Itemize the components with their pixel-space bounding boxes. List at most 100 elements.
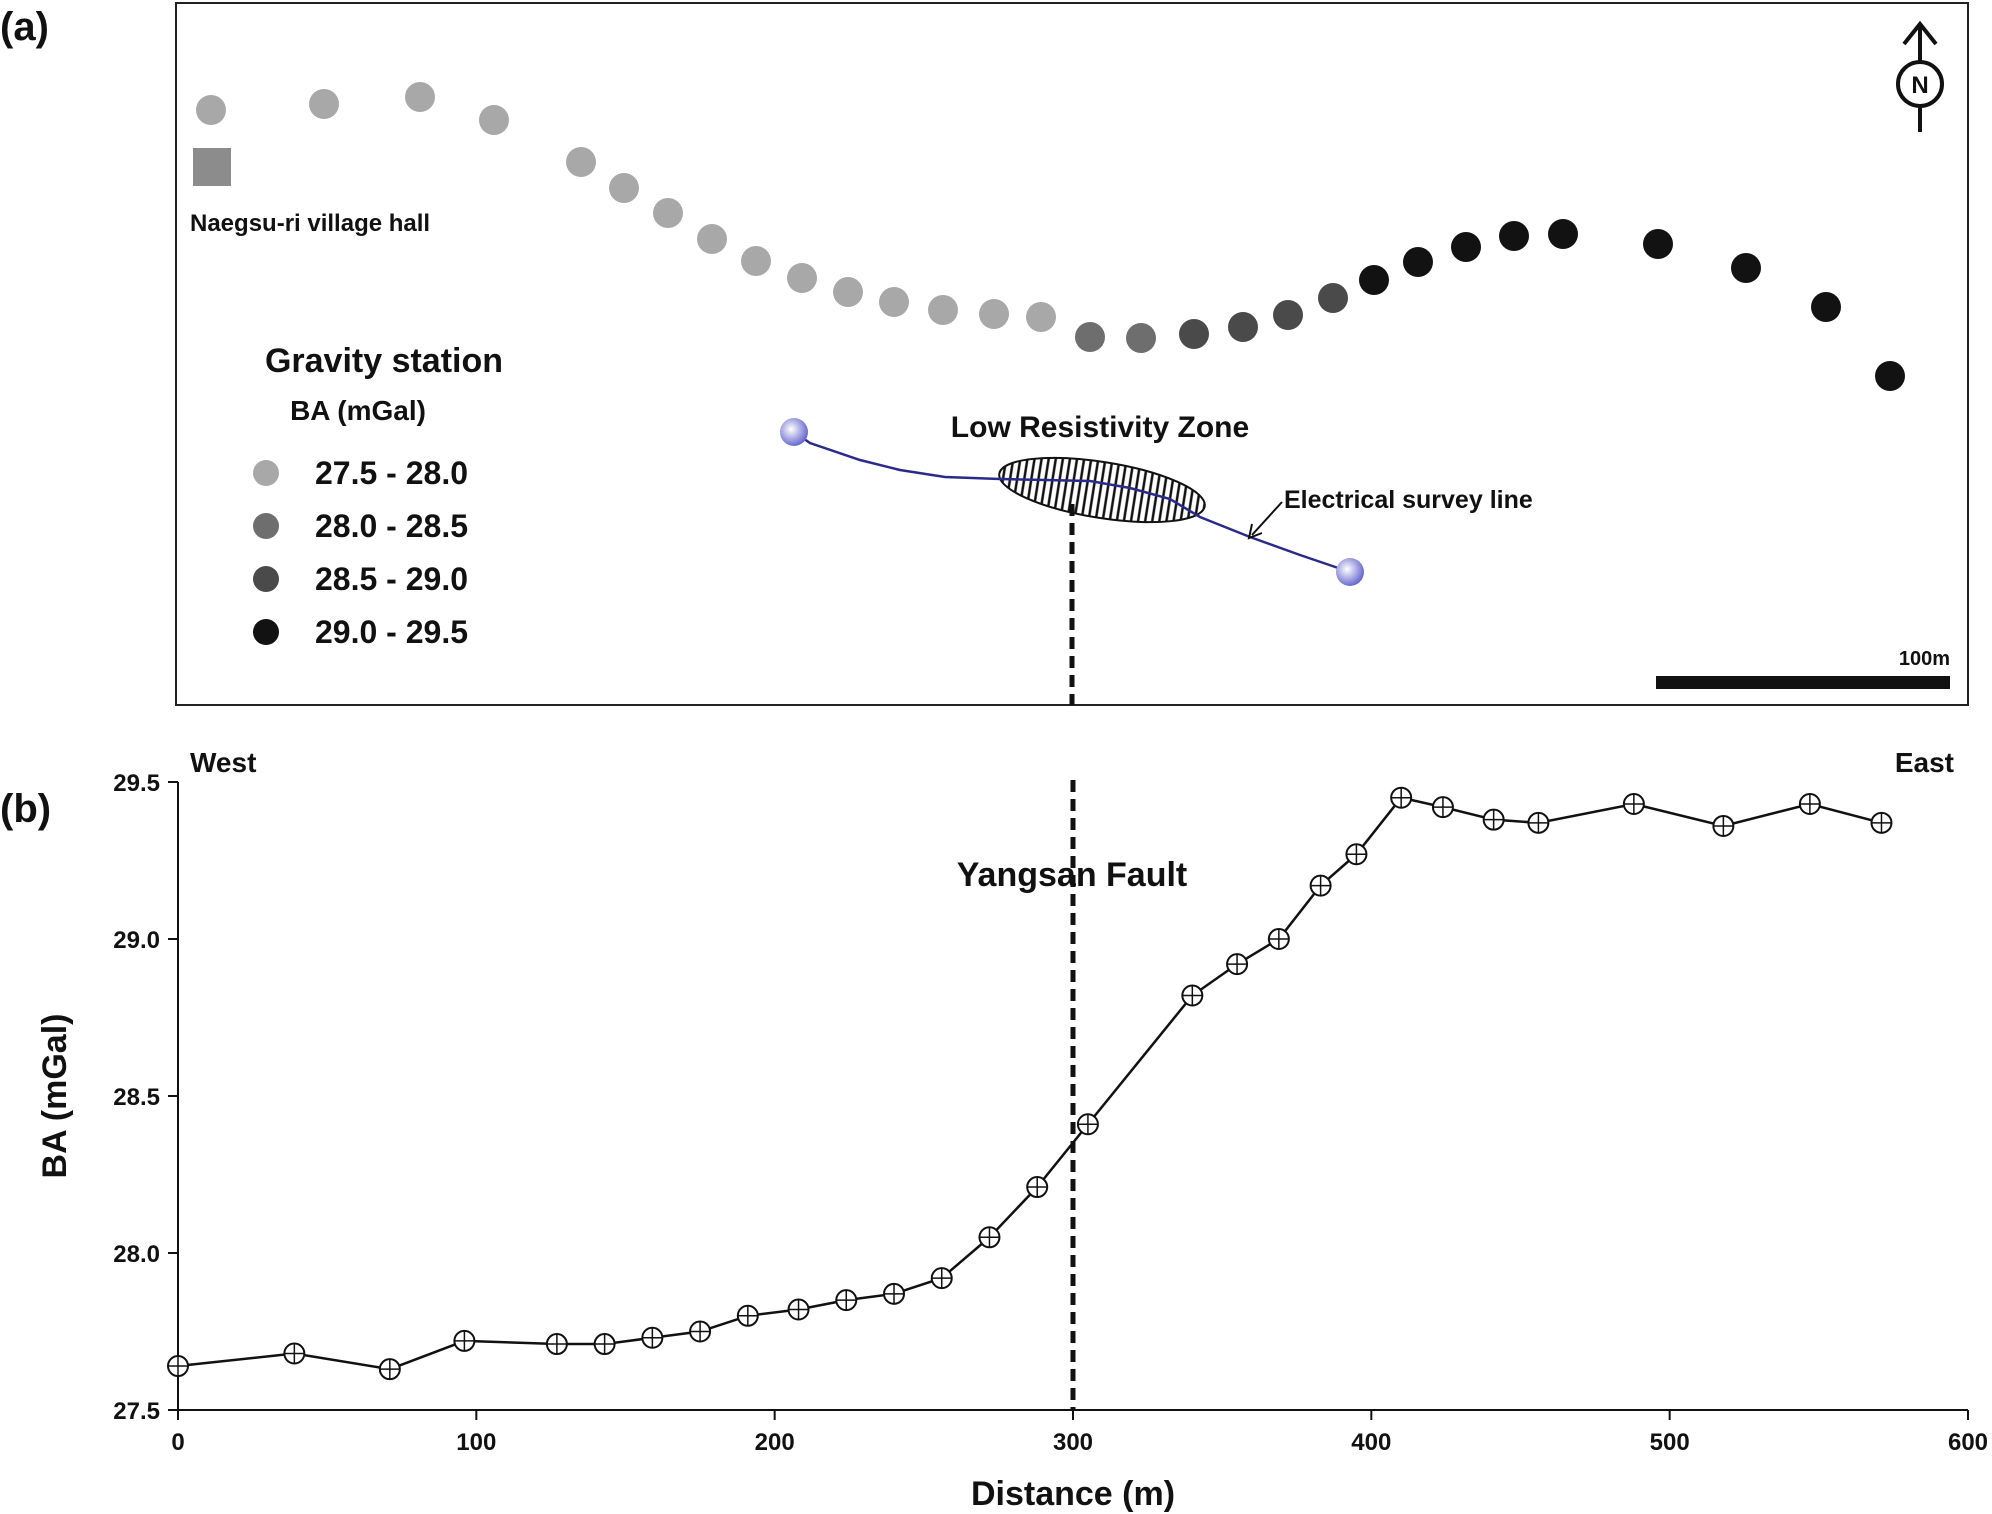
legend-item-label: 28.5 - 29.0 [315, 561, 468, 597]
data-point [787, 1298, 810, 1321]
x-tick-label: 400 [1351, 1429, 1391, 1456]
y-axis-label: BA (mGal) [36, 1014, 74, 1179]
data-point [736, 1304, 759, 1327]
x-tick-label: 300 [1053, 1429, 1093, 1456]
x-tick-label: 100 [456, 1429, 496, 1456]
data-point [1226, 953, 1249, 976]
data-point [1345, 843, 1368, 866]
gravity-station [566, 147, 596, 177]
x-tick-label: 0 [171, 1429, 184, 1456]
y-tick-label: 28.5 [113, 1084, 160, 1111]
gravity-station [609, 173, 639, 203]
low-resistivity-zone [998, 456, 1206, 524]
gravity-station [1403, 247, 1433, 277]
gravity-station [928, 295, 958, 325]
x-tick-label: 600 [1948, 1429, 1988, 1456]
data-points [167, 786, 1893, 1381]
gravity-station [1499, 221, 1529, 251]
gravity-station [1359, 265, 1389, 295]
data-point [378, 1358, 401, 1381]
data-point [593, 1333, 616, 1356]
data-point [930, 1267, 953, 1290]
survey-line [793, 430, 1351, 574]
north-label: N [1911, 72, 1928, 99]
data-point [689, 1320, 712, 1343]
data-point [1712, 814, 1735, 837]
gravity-station [1318, 283, 1348, 313]
gravity-station [741, 246, 771, 276]
electrical-survey: Low Resistivity Zone Electrical survey l… [780, 411, 1533, 586]
legend-subtitle: BA (mGal) [290, 395, 426, 426]
data-point [1267, 928, 1290, 950]
legend-item-label: 27.5 - 28.0 [315, 455, 468, 491]
gravity-station [405, 82, 435, 112]
data-point [1482, 808, 1505, 831]
panel-b-label: (b) [0, 787, 51, 831]
gravity-station [1075, 322, 1105, 352]
legend-swatch [253, 619, 279, 645]
legend-swatch [253, 513, 279, 539]
y-tick-label: 29.5 [113, 770, 160, 797]
data-point [978, 1226, 1001, 1249]
survey-line-label: Electrical survey line [1284, 486, 1533, 514]
y-tick-label: 29.0 [113, 927, 160, 954]
gravity-station [833, 277, 863, 307]
data-point [1527, 811, 1550, 834]
gravity-station [979, 299, 1009, 329]
gravity-station [787, 263, 817, 293]
data-point [1181, 984, 1204, 1007]
y-ticks: 27.5 28.0 28.5 29.0 29.5 [113, 770, 178, 1425]
gravity-station [1273, 300, 1303, 330]
east-label: East [1895, 747, 1954, 778]
data-point [1026, 1176, 1049, 1199]
legend-item-label: 28.0 - 28.5 [315, 508, 468, 544]
data-point [1870, 811, 1893, 834]
data-point [453, 1329, 476, 1352]
gravity-stations [196, 82, 1905, 391]
data-point [283, 1342, 306, 1365]
gravity-station [309, 89, 339, 119]
data-point [1390, 786, 1413, 809]
chart-panel: 0 100 200 300 400 500 600 27.5 28.0 28.5 29.0 29.5… [36, 747, 1988, 1513]
data-point [1309, 874, 1332, 897]
village-hall-icon [193, 148, 231, 186]
data-point [1076, 1113, 1099, 1136]
x-tick-label: 500 [1650, 1429, 1690, 1456]
survey-line-pointer [1251, 501, 1283, 536]
panel-a-label: (a) [0, 5, 49, 49]
x-tick-label: 200 [755, 1429, 795, 1456]
gravity-station [879, 287, 909, 317]
scale-bar [1656, 676, 1950, 689]
gravity-station [1548, 219, 1578, 249]
scale-label: 100m [1899, 648, 1950, 670]
data-point [1798, 792, 1821, 815]
gravity-station [1179, 319, 1209, 349]
gravity-station [196, 95, 226, 125]
gravity-station [1875, 361, 1905, 391]
gravity-station [1811, 292, 1841, 322]
gravity-station [479, 105, 509, 135]
legend-swatch [253, 566, 279, 592]
village-hall-label: Naegsu-ri village hall [190, 210, 430, 237]
data-point [883, 1282, 905, 1305]
fault-label: Yangsan Fault [957, 856, 1188, 894]
y-tick-label: 27.5 [113, 1398, 160, 1425]
electrode-west [780, 418, 808, 446]
west-label: West [190, 747, 256, 778]
y-tick-label: 28.0 [113, 1241, 160, 1268]
survey-line-pointer-head [1247, 523, 1263, 540]
gravity-station [1126, 323, 1156, 353]
gravity-station [653, 198, 683, 228]
legend-title: Gravity station [265, 342, 503, 380]
legend-swatch [253, 460, 279, 486]
gravity-station [1451, 232, 1481, 262]
data-point [167, 1355, 189, 1378]
data-point [545, 1333, 568, 1356]
map-panel: N Naegsu-ri village hall Gravity station… [175, 2, 1969, 706]
gravity-station [1228, 312, 1258, 342]
north-arrow-icon: N [1896, 20, 1944, 132]
x-axis-label: Distance (m) [971, 1475, 1175, 1513]
data-point [1431, 796, 1454, 819]
legend-item-label: 29.0 - 29.5 [315, 614, 468, 650]
